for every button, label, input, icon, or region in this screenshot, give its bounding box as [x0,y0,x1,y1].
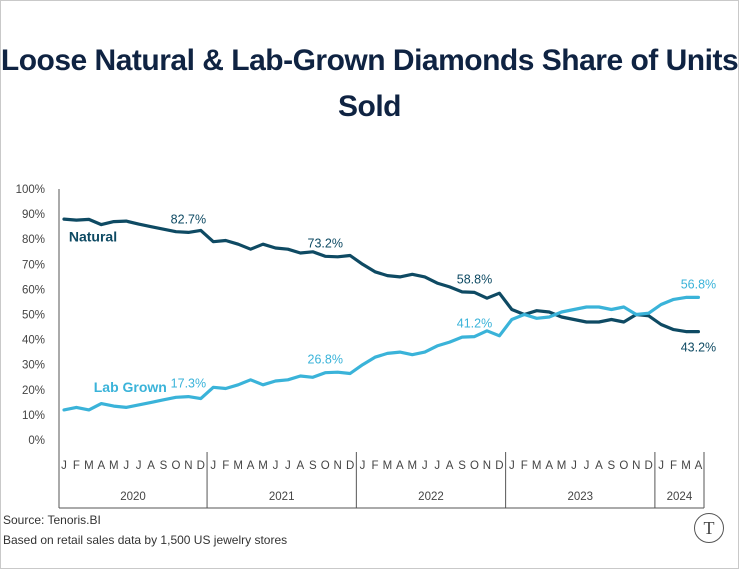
month-label: O [171,460,180,472]
y-tick-label: 0% [28,435,45,447]
data-label: 43.2% [681,341,716,355]
month-label: J [434,460,440,472]
lab-grown-series-line [62,295,700,412]
month-label: S [160,460,168,472]
month-label: A [545,460,553,472]
month-label: A [97,460,105,472]
y-tick-label: 60% [22,284,45,296]
month-label: A [595,460,603,472]
series-name-label: Lab Grown [94,379,167,395]
y-tick-label: 30% [22,360,45,372]
month-label: A [147,460,155,472]
month-label: J [210,460,216,472]
month-label: D [197,460,205,472]
month-label: A [396,460,404,472]
y-tick-label: 10% [22,410,45,422]
month-label: F [73,460,80,472]
month-label: S [458,460,466,472]
month-label: M [557,460,567,472]
data-label: 56.8% [681,277,716,291]
data-label: 17.3% [171,377,206,391]
y-tick-label: 80% [22,234,45,246]
data-label: 73.2% [308,236,343,250]
source-note: Source: Tenoris.BI [3,513,101,527]
month-label: M [383,460,393,472]
month-label: M [109,460,119,472]
month-label: A [446,460,454,472]
month-label: F [371,460,378,472]
month-label: D [645,460,653,472]
chart-title: Loose Natural & Lab-Grown Diamonds Share… [0,44,739,123]
month-label: N [184,460,192,472]
month-label: A [695,460,703,472]
month-label: M [258,460,268,472]
month-label: O [321,460,330,472]
month-label: A [247,460,255,472]
month-label: J [61,460,67,472]
year-label: 2024 [667,491,693,503]
month-label: J [584,460,590,472]
month-label: J [136,460,142,472]
month-label: N [632,460,640,472]
month-label: M [681,460,691,472]
y-tick-label: 50% [22,310,45,322]
month-label: J [509,460,515,472]
month-label: S [608,460,616,472]
month-label: M [532,460,542,472]
month-label: N [334,460,342,472]
y-tick-label: 90% [22,209,45,221]
series-name-label: Natural [69,228,117,244]
year-label: 2020 [120,491,146,503]
month-label: M [408,460,418,472]
data-label: 82.7% [171,212,206,226]
month-label: J [273,460,279,472]
y-tick-label: 70% [22,259,45,271]
month-label: J [571,460,577,472]
month-label: J [123,460,129,472]
year-label: 2023 [567,491,593,503]
month-label: N [483,460,491,472]
data-label: 26.8% [308,353,343,367]
year-label: 2022 [418,491,444,503]
method-note: Based on retail sales data by 1,500 US j… [3,533,288,547]
y-tick-label: 40% [22,335,45,347]
tenoris-logo-icon: T [694,513,724,543]
month-label: J [422,460,428,472]
month-label: F [222,460,229,472]
month-label: O [470,460,479,472]
month-label: M [84,460,94,472]
natural-series-line [62,217,700,334]
month-label: S [309,460,317,472]
month-label: D [495,460,503,472]
month-label: F [670,460,677,472]
y-tick-label: 100% [16,184,45,196]
month-label: J [360,460,366,472]
month-label: M [233,460,243,472]
month-label: J [658,460,664,472]
month-label: A [297,460,305,472]
year-label: 2021 [269,491,295,503]
data-label: 58.8% [457,272,492,286]
month-label: J [285,460,291,472]
month-label: O [619,460,628,472]
month-label: D [346,460,354,472]
month-label: F [521,460,528,472]
data-label: 41.2% [457,317,492,331]
y-tick-label: 20% [22,385,45,397]
